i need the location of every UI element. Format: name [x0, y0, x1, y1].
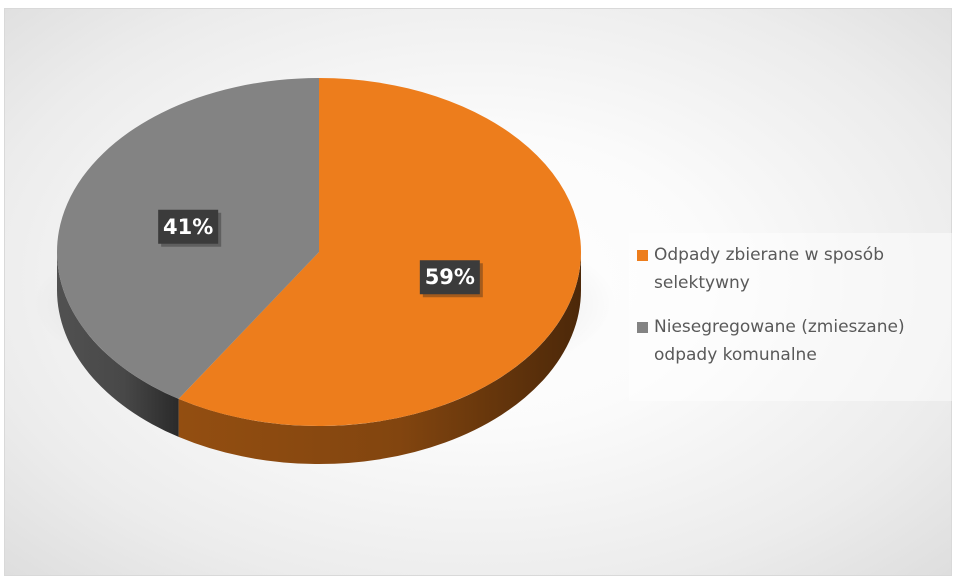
legend-swatch-selective [637, 250, 648, 261]
data-label-box [419, 260, 480, 295]
pie-slice-side-0 [178, 252, 581, 464]
legend-item-mixed: Niesegregowane (zmieszane) odpady komuna… [637, 313, 957, 369]
data-label-1: 41% [158, 209, 222, 247]
data-label-box [158, 209, 219, 244]
legend-item-selective: Odpady zbierane w sposób selektywny [637, 241, 957, 297]
chart-area: 59% 41% Odpady zbierane w sposób selektyw… [4, 8, 958, 576]
legend-label-mixed: Niesegregowane (zmieszane) odpady komuna… [654, 317, 905, 365]
legend-swatch-mixed [637, 322, 648, 333]
data-label-text: 59% [425, 265, 475, 289]
pie-slice-0 [178, 78, 581, 426]
data-label-text: 41% [163, 215, 213, 239]
data-label-0: 59% [419, 260, 483, 298]
legend-label-selective: Odpady zbierane w sposób selektywny [654, 245, 884, 293]
pie-chart: 59% 41% [33, 78, 617, 464]
pie-slice-side-1 [56, 252, 179, 437]
legend: Odpady zbierane w sposób selektywny Nies… [629, 233, 958, 401]
